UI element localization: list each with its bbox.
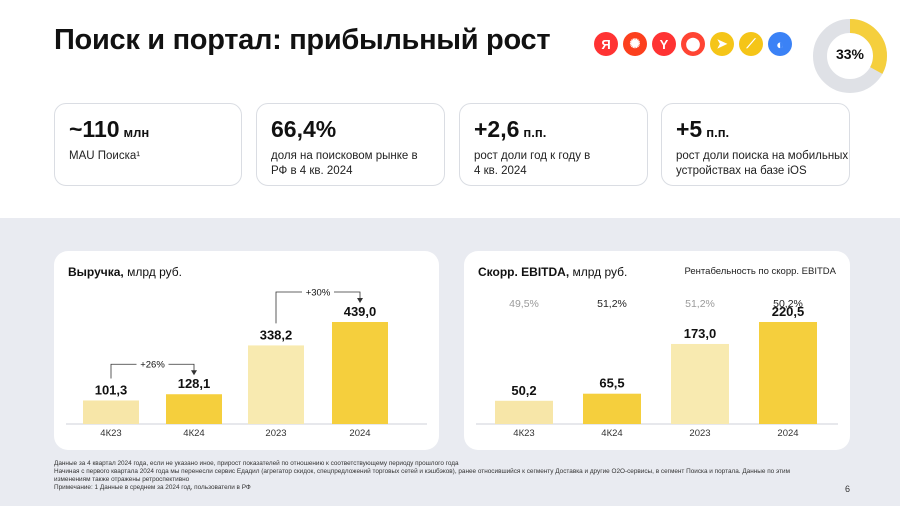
revenue-chart-title: Выручка, млрд руб. xyxy=(68,265,182,279)
bar-2024 xyxy=(332,322,388,424)
share-donut: 33% xyxy=(812,16,888,96)
yandex-zen-icon: ⟋ xyxy=(739,32,763,56)
bar-2023 xyxy=(671,343,729,424)
revenue-chart: 101,3 4К23 128,1 4К24 338,2 2023 439,0 2024 +26%… xyxy=(66,286,427,439)
donut-share-arc xyxy=(813,19,887,93)
bar-value-label: 65,5 xyxy=(599,376,624,391)
page-title: Поиск и портал: прибыльный рост xyxy=(54,24,551,56)
margin-label: 50,2% xyxy=(773,298,803,310)
ebitda-chart-title: Скорр. EBITDA, млрд руб. xyxy=(478,265,628,279)
revenue-chart-card: Выручка, млрд руб. 101,3 4К23 128,1 4К24 338… xyxy=(54,251,439,450)
donut-label: 33% xyxy=(835,46,865,62)
ebitda-chart-card: Скорр. EBITDA, млрд руб. 50,2 4К23 65,5 4К2… xyxy=(464,251,850,450)
yandex-maps-icon: ⬤ xyxy=(681,32,705,56)
kpi-card-ios-growth: +5 п.п. рост доли поиска на мобильных уст… xyxy=(661,103,850,186)
ebitda-chart: 50,2 4К23 65,5 4К24 173,0 2023 220,5 2024 Рентаб… xyxy=(476,266,838,439)
kpi-value: ~110 млн xyxy=(69,116,150,142)
bar-value-label: 50,2 xyxy=(511,383,536,398)
growth-arrowhead xyxy=(191,370,197,376)
growth-label-bg xyxy=(136,358,169,371)
header-area: Поиск и портал: прибыльный рост Я ✺ Y ⬤ ➤ ⟋ ◐ … xyxy=(0,0,900,218)
bar-value-label: 338,2 xyxy=(260,327,293,342)
kpi-card-share-growth: +2,6 п.п. рост доли год к году в 4 кв. 20… xyxy=(459,103,648,186)
category-label: 4К24 xyxy=(183,428,204,439)
bar-value-label: 128,1 xyxy=(178,376,211,391)
kpi-description: MAU Поиска¹ xyxy=(69,150,141,162)
yandex-browser-icon: Y xyxy=(652,32,676,56)
growth-label: +30% xyxy=(306,288,331,299)
bar-4К24 xyxy=(583,393,641,424)
bar-4К23 xyxy=(83,400,139,424)
growth-label-bg xyxy=(302,286,334,298)
page-number: 6 xyxy=(845,484,851,494)
yandex-navigator-icon: ➤ xyxy=(710,32,734,56)
kpi-value: 66,4% xyxy=(271,116,337,142)
margin-label: 49,5% xyxy=(509,298,539,310)
bar-value-label: 220,5 xyxy=(772,304,805,319)
footnote-1: Данные за 4 квартал 2024 года, если не у… xyxy=(54,460,459,467)
growth-arrowhead xyxy=(357,298,363,303)
kpi-value: +5 п.п. xyxy=(676,116,730,142)
bar-value-label: 173,0 xyxy=(684,326,717,341)
margin-header: Рентабельность по скорр. EBITDA xyxy=(684,266,836,277)
category-label: 2024 xyxy=(349,428,370,439)
bar-4К23 xyxy=(495,400,553,424)
kpi-value: +2,6 п.п. xyxy=(474,116,547,142)
bar-4К24 xyxy=(166,394,222,424)
donut-chart xyxy=(813,19,887,93)
category-label: 2023 xyxy=(689,428,710,439)
kpi-description: рост доли год к году в 4 кв. 2024 xyxy=(474,150,591,177)
kpi-card-mau: ~110 млн MAU Поиска¹ xyxy=(54,103,242,186)
category-label: 4К23 xyxy=(100,428,121,439)
yandex-search-icon: Я xyxy=(594,32,618,56)
category-label: 4К24 xyxy=(601,428,622,439)
category-label: 2023 xyxy=(265,428,286,439)
margin-label: 51,2% xyxy=(597,298,627,310)
bar-value-label: 101,3 xyxy=(95,382,128,397)
bar-2024 xyxy=(759,322,817,424)
service-logos: Я ✺ Y ⬤ ➤ ⟋ ◐ xyxy=(594,32,792,56)
category-label: 2024 xyxy=(777,428,798,439)
kpi-card-market-share: 66,4% доля на поисковом рынке в РФ в 4 к… xyxy=(256,103,445,186)
kpi-description: доля на поисковом рынке в РФ в 4 кв. 202… xyxy=(271,150,418,177)
kpi-description: рост доли поиска на мобильных устройства… xyxy=(676,150,849,177)
bar-2023 xyxy=(248,345,304,424)
footnotes: Данные за 4 квартал 2024 года, если не у… xyxy=(54,460,814,492)
footnote-3: Примечание: 1 Данные в среднем за 2024 г… xyxy=(54,484,251,491)
bar-value-label: 439,0 xyxy=(344,304,377,319)
growth-label: +26% xyxy=(140,360,165,371)
yandex-disk-icon: ◐ xyxy=(768,32,792,56)
category-label: 4К23 xyxy=(513,428,534,439)
yandex-market-icon: ✺ xyxy=(623,32,647,56)
footnote-2: Начиная с первого квартала 2024 года мы … xyxy=(54,468,790,483)
margin-label: 51,2% xyxy=(685,298,715,310)
